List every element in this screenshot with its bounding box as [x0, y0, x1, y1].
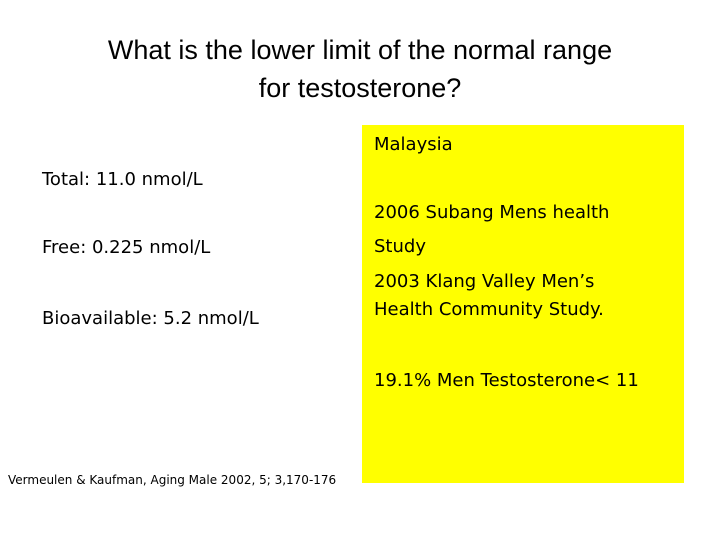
study-line: 2006 Subang Mens health	[374, 202, 610, 223]
reference-value: Total: 11.0 nmol/L	[42, 169, 203, 190]
reference-value: Free: 0.225 nmol/L	[42, 237, 211, 258]
study-line: Study	[374, 236, 426, 257]
study-line: Health Community Study.	[374, 299, 604, 320]
reference-value: Bioavailable: 5.2 nmol/L	[42, 308, 259, 329]
box-heading: Malaysia	[374, 134, 453, 155]
slide-title: What is the lower limit of the normal ra…	[107, 35, 613, 65]
highlight-box	[362, 125, 684, 483]
slide-title: for testosterone?	[258, 73, 462, 103]
finding: 19.1% Men Testosterone< 11	[374, 370, 639, 391]
footnote: Vermeulen & Kaufman, Aging Male 2002, 5;…	[8, 473, 337, 487]
study-line: 2003 Klang Valley Men’s	[374, 271, 595, 292]
